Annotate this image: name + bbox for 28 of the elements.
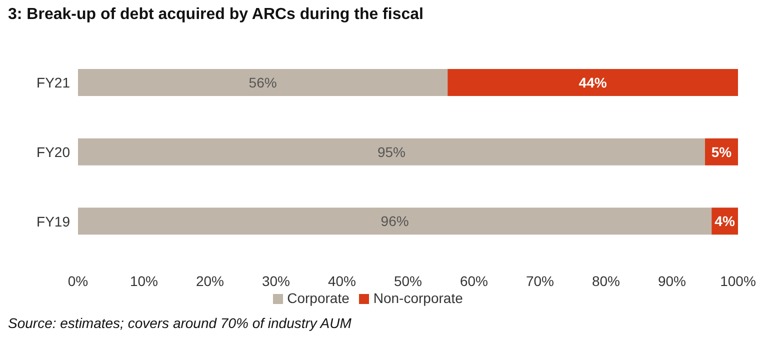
legend-label: Non-corporate (373, 290, 463, 306)
data-label: 4% (714, 213, 736, 230)
x-tick-label: 0% (68, 272, 88, 289)
bar (78, 208, 712, 235)
x-tick-label: 70% (526, 272, 554, 289)
data-label: 56% (248, 74, 277, 90)
bar (78, 69, 448, 96)
source-note: Source: estimates; covers around 70% of industry AUM (8, 315, 352, 331)
x-tick-label: 80% (592, 272, 620, 289)
x-tick-label: 50% (394, 272, 422, 289)
y-tick-label: FY21 (36, 74, 70, 91)
bar (78, 138, 705, 166)
x-tick-label: 20% (196, 272, 224, 289)
x-tick-label: 30% (262, 272, 290, 289)
x-tick-label: 100% (720, 272, 756, 289)
x-tick-label: 40% (328, 272, 356, 289)
x-tick-label: 90% (658, 272, 686, 289)
data-label: 5% (711, 144, 732, 160)
y-tick-label: FY20 (36, 144, 70, 160)
data-label: 95% (377, 144, 406, 160)
data-label: 44% (578, 74, 608, 90)
data-label: 96% (380, 213, 409, 230)
bar (448, 69, 738, 96)
x-tick-label: 10% (130, 272, 158, 289)
chart-title: 3: Break-up of debt acquired by ARCs during the fiscal (8, 6, 424, 24)
legend-label: Corporate (287, 290, 350, 306)
x-tick-label: 60% (460, 272, 488, 289)
y-tick-label: FY19 (36, 213, 70, 230)
